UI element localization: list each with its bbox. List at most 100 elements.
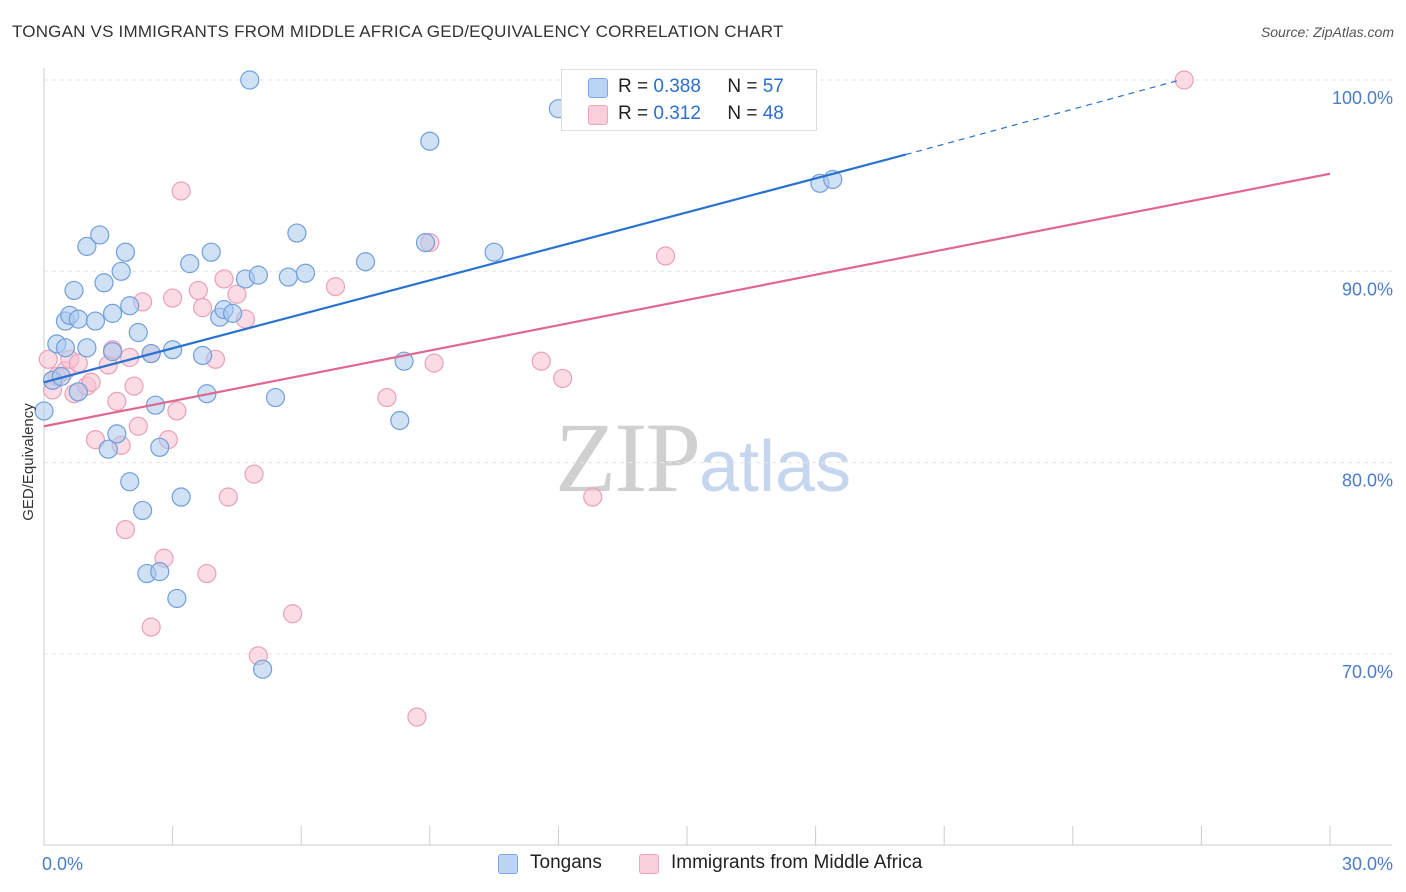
x-tick-label: 0.0% (42, 854, 83, 874)
immigrants-point (128, 416, 148, 436)
watermark: ZIPatlas (555, 400, 851, 515)
tongans-point (115, 242, 136, 262)
tongans-point (102, 342, 123, 362)
legend-r-label: R = (618, 103, 649, 124)
tongans-point (287, 223, 307, 243)
tongans-point (77, 338, 97, 358)
legend-label-tongans: Tongans (530, 852, 602, 873)
legend-n-label: N = (727, 103, 758, 124)
legend-swatch-pink (639, 854, 659, 874)
legend-r-label: R = (618, 76, 649, 97)
legend-r-value: 0.388 (653, 76, 701, 97)
immigrants-point (193, 298, 213, 318)
tongans-point (132, 500, 153, 521)
y-tick-label: 80.0% (1342, 471, 1393, 491)
immigrants-trend-line (43, 172, 1331, 428)
tongans-point (34, 401, 54, 421)
immigrants-point (214, 269, 234, 289)
tongans-point (180, 254, 200, 274)
tongans-point (51, 366, 71, 387)
immigrants-point (227, 284, 247, 304)
immigrants-point (197, 563, 217, 584)
immigrants-point (81, 372, 101, 392)
tongans-point (128, 322, 148, 343)
y-tick-label: 90.0% (1342, 279, 1393, 299)
tongans-point (150, 437, 170, 457)
tongans-point (64, 280, 84, 301)
tongans-point (223, 303, 243, 323)
legend-n-label: N = (727, 76, 758, 97)
tongans-point (415, 233, 436, 253)
tongans-point (150, 562, 170, 582)
correlation-legend: R = 0.388 N = 57 R = 0.312 N = 48 (561, 69, 817, 131)
tongans-point (278, 267, 298, 287)
immigrants-point (163, 288, 183, 308)
tongans-point (120, 472, 140, 492)
tongans-point (68, 309, 88, 329)
x-tick-label: 30.0% (1342, 854, 1393, 874)
immigrants-point (38, 349, 58, 369)
immigrants-point (377, 387, 397, 408)
tongans-point (111, 261, 131, 281)
tongans-point (248, 265, 268, 285)
tongans-point (55, 338, 76, 358)
trend-lines (43, 79, 1331, 428)
immigrants-point (85, 430, 106, 450)
watermark-atlas: atlas (699, 427, 852, 507)
tongans-trend-line (43, 153, 906, 384)
y-axis-title: GED/Equivalency (20, 403, 37, 521)
immigrants-point (115, 519, 136, 540)
axes (43, 68, 1392, 846)
tongans-point (295, 263, 316, 283)
legend-n-value: 48 (762, 103, 784, 124)
watermark-zip: ZIP (555, 402, 701, 513)
tongans-point (355, 252, 376, 272)
legend-n-value: 57 (762, 76, 784, 97)
series-tongans-points (34, 70, 843, 679)
immigrants-point (1174, 70, 1194, 90)
immigrants-point (407, 707, 427, 727)
tongans-point (240, 70, 260, 90)
immigrants-point (141, 617, 161, 637)
tongans-point (85, 311, 106, 331)
chart-source: Source: ZipAtlas.com (1260, 24, 1394, 40)
tongans-point (68, 382, 88, 402)
immigrants-point (283, 604, 303, 624)
tongans-point (390, 410, 410, 431)
tongans-point (193, 345, 213, 366)
tongans-point (107, 424, 127, 444)
grid-lines (44, 79, 1392, 655)
tongans-point (484, 242, 504, 262)
legend-swatch-pink (588, 105, 608, 125)
immigrants-point (553, 368, 573, 389)
tongans-point (253, 659, 273, 679)
tongans-point (171, 487, 191, 507)
immigrants-point (218, 487, 238, 507)
chart-title: TONGAN VS IMMIGRANTS FROM MIDDLE AFRICA … (12, 22, 784, 41)
tongans-point (120, 296, 140, 316)
tongans-point (102, 303, 123, 323)
tongans-point (265, 387, 286, 408)
tongans-trend-extension (905, 79, 1181, 156)
immigrants-point (124, 376, 144, 396)
immigrants-point (171, 181, 191, 201)
immigrants-point (655, 246, 676, 266)
legend-label-immigrants: Immigrants from Middle Africa (671, 852, 923, 873)
immigrants-point (107, 391, 127, 411)
immigrants-point (583, 487, 603, 507)
immigrants-point (325, 277, 346, 297)
tongans-point (420, 131, 440, 151)
immigrants-point (531, 351, 551, 371)
y-tick-label: 70.0% (1342, 662, 1393, 682)
immigrants-point (188, 280, 208, 301)
immigrants-point (167, 401, 187, 421)
legend-swatch-blue (588, 78, 608, 98)
immigrants-point (424, 353, 444, 373)
y-tick-label: 100.0% (1332, 88, 1393, 108)
legend-swatch-blue (498, 854, 518, 874)
tongans-point (90, 225, 110, 245)
tongans-point (77, 236, 97, 257)
series-legend: Tongans Immigrants from Middle Africa (0, 851, 1406, 879)
tick-labels: 100.0% 90.0% 80.0% 70.0% 0.0% 30.0% (42, 88, 1393, 874)
